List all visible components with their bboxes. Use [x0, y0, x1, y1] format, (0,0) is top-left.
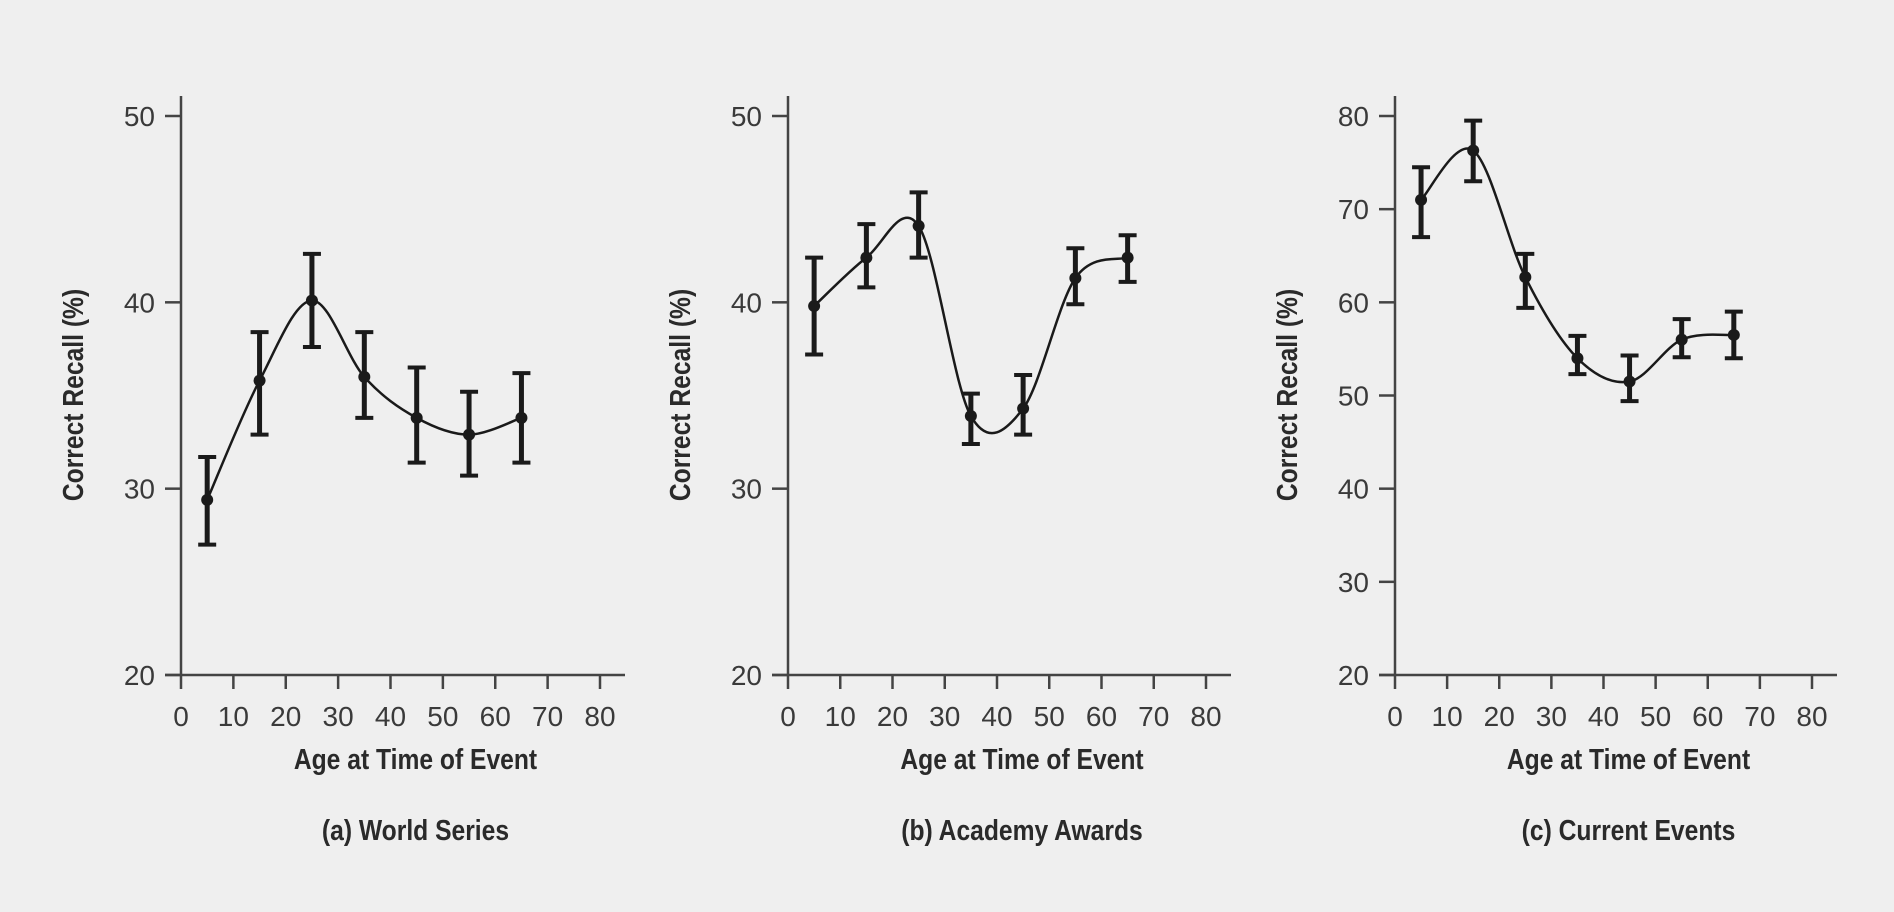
- x-tick-label: 70: [1744, 701, 1775, 732]
- chart-subtitle: (c) Current Events: [1522, 814, 1736, 846]
- data-point: [358, 370, 371, 383]
- x-tick-label: 70: [1138, 701, 1169, 732]
- data-point: [1727, 328, 1740, 341]
- x-tick-label: 30: [929, 701, 960, 732]
- chart-panel-c: 20 30 40 50 60 70 80 0 10 20 30 40 50 60 70 80 Age at Ti…: [1271, 96, 1837, 846]
- chart-subtitle: (b) Academy Awards: [901, 814, 1143, 846]
- data-point: [964, 409, 977, 422]
- data-point: [1675, 333, 1688, 346]
- y-tick-label: 40: [1338, 474, 1369, 505]
- y-tick-label: 30: [1338, 567, 1369, 598]
- data-point: [1017, 402, 1030, 415]
- x-tick-label: 60: [1086, 701, 1117, 732]
- series-line: [813, 216, 1129, 435]
- y-tick-label: 50: [1338, 381, 1369, 412]
- x-tick-label: 30: [323, 701, 354, 732]
- data-point: [1467, 144, 1480, 157]
- x-axis-label: Age at Time of Event: [900, 743, 1143, 775]
- chart-panel-b: 20 30 40 50 0 10 20 30 40 50 60 70 80 Age at Time of …: [664, 96, 1231, 846]
- x-tick-label: 80: [584, 701, 615, 732]
- data-point: [515, 411, 528, 424]
- x-tick-label: 60: [1692, 701, 1723, 732]
- y-tick-label: 50: [731, 101, 762, 132]
- data-point: [1069, 272, 1082, 285]
- y-axis-label: Correct Recall (%): [1271, 289, 1303, 501]
- data-point: [860, 251, 873, 264]
- y-tick-label: 20: [731, 660, 762, 691]
- x-tick-label: 60: [480, 701, 511, 732]
- x-tick-label: 40: [375, 701, 406, 732]
- x-tick-label: 20: [877, 701, 908, 732]
- y-tick-label: 70: [1338, 194, 1369, 225]
- data-point: [808, 300, 821, 313]
- y-tick-label: 30: [731, 474, 762, 505]
- data-point: [201, 493, 214, 506]
- x-tick-label: 40: [981, 701, 1012, 732]
- x-axis-label: Age at Time of Event: [294, 743, 537, 775]
- x-tick-label: 40: [1588, 701, 1619, 732]
- x-tick-label: 20: [1484, 701, 1515, 732]
- data-point: [1623, 375, 1636, 388]
- x-tick-label: 0: [780, 701, 796, 732]
- x-tick-label: 70: [532, 701, 563, 732]
- data-point: [305, 294, 318, 307]
- x-tick-label: 20: [270, 701, 301, 732]
- x-tick-label: 10: [1432, 701, 1463, 732]
- data-point: [1415, 193, 1428, 206]
- y-tick-label: 80: [1338, 101, 1369, 132]
- x-tick-label: 10: [825, 701, 856, 732]
- data-point: [1519, 271, 1532, 284]
- y-tick-label: 40: [731, 287, 762, 318]
- data-point: [1571, 352, 1584, 365]
- y-axis-label: Correct Recall (%): [57, 289, 89, 501]
- y-tick-label: 50: [124, 101, 155, 132]
- x-tick-label: 80: [1190, 701, 1221, 732]
- data-point: [912, 219, 925, 232]
- x-axis-label: Age at Time of Event: [1507, 743, 1750, 775]
- y-tick-label: 20: [1338, 660, 1369, 691]
- x-tick-label: 10: [218, 701, 249, 732]
- x-tick-label: 0: [1387, 701, 1403, 732]
- x-tick-label: 50: [1640, 701, 1671, 732]
- y-tick-label: 60: [1338, 287, 1369, 318]
- chart-panel-a: 20 30 40 50 0 10 20 30 40 50 60 70 80 Age at Time of …: [57, 96, 625, 846]
- y-tick-label: 20: [124, 660, 155, 691]
- x-tick-label: 50: [1034, 701, 1065, 732]
- data-point: [410, 411, 423, 424]
- data-point: [463, 428, 476, 441]
- y-tick-label: 30: [124, 474, 155, 505]
- x-tick-label: 80: [1796, 701, 1827, 732]
- y-axis-label: Correct Recall (%): [664, 289, 696, 501]
- x-tick-label: 50: [427, 701, 458, 732]
- chart-subtitle: (a) World Series: [322, 814, 509, 846]
- data-point: [253, 374, 266, 387]
- y-tick-label: 40: [124, 287, 155, 318]
- x-tick-label: 0: [173, 701, 189, 732]
- x-tick-label: 30: [1536, 701, 1567, 732]
- data-point: [1121, 251, 1134, 264]
